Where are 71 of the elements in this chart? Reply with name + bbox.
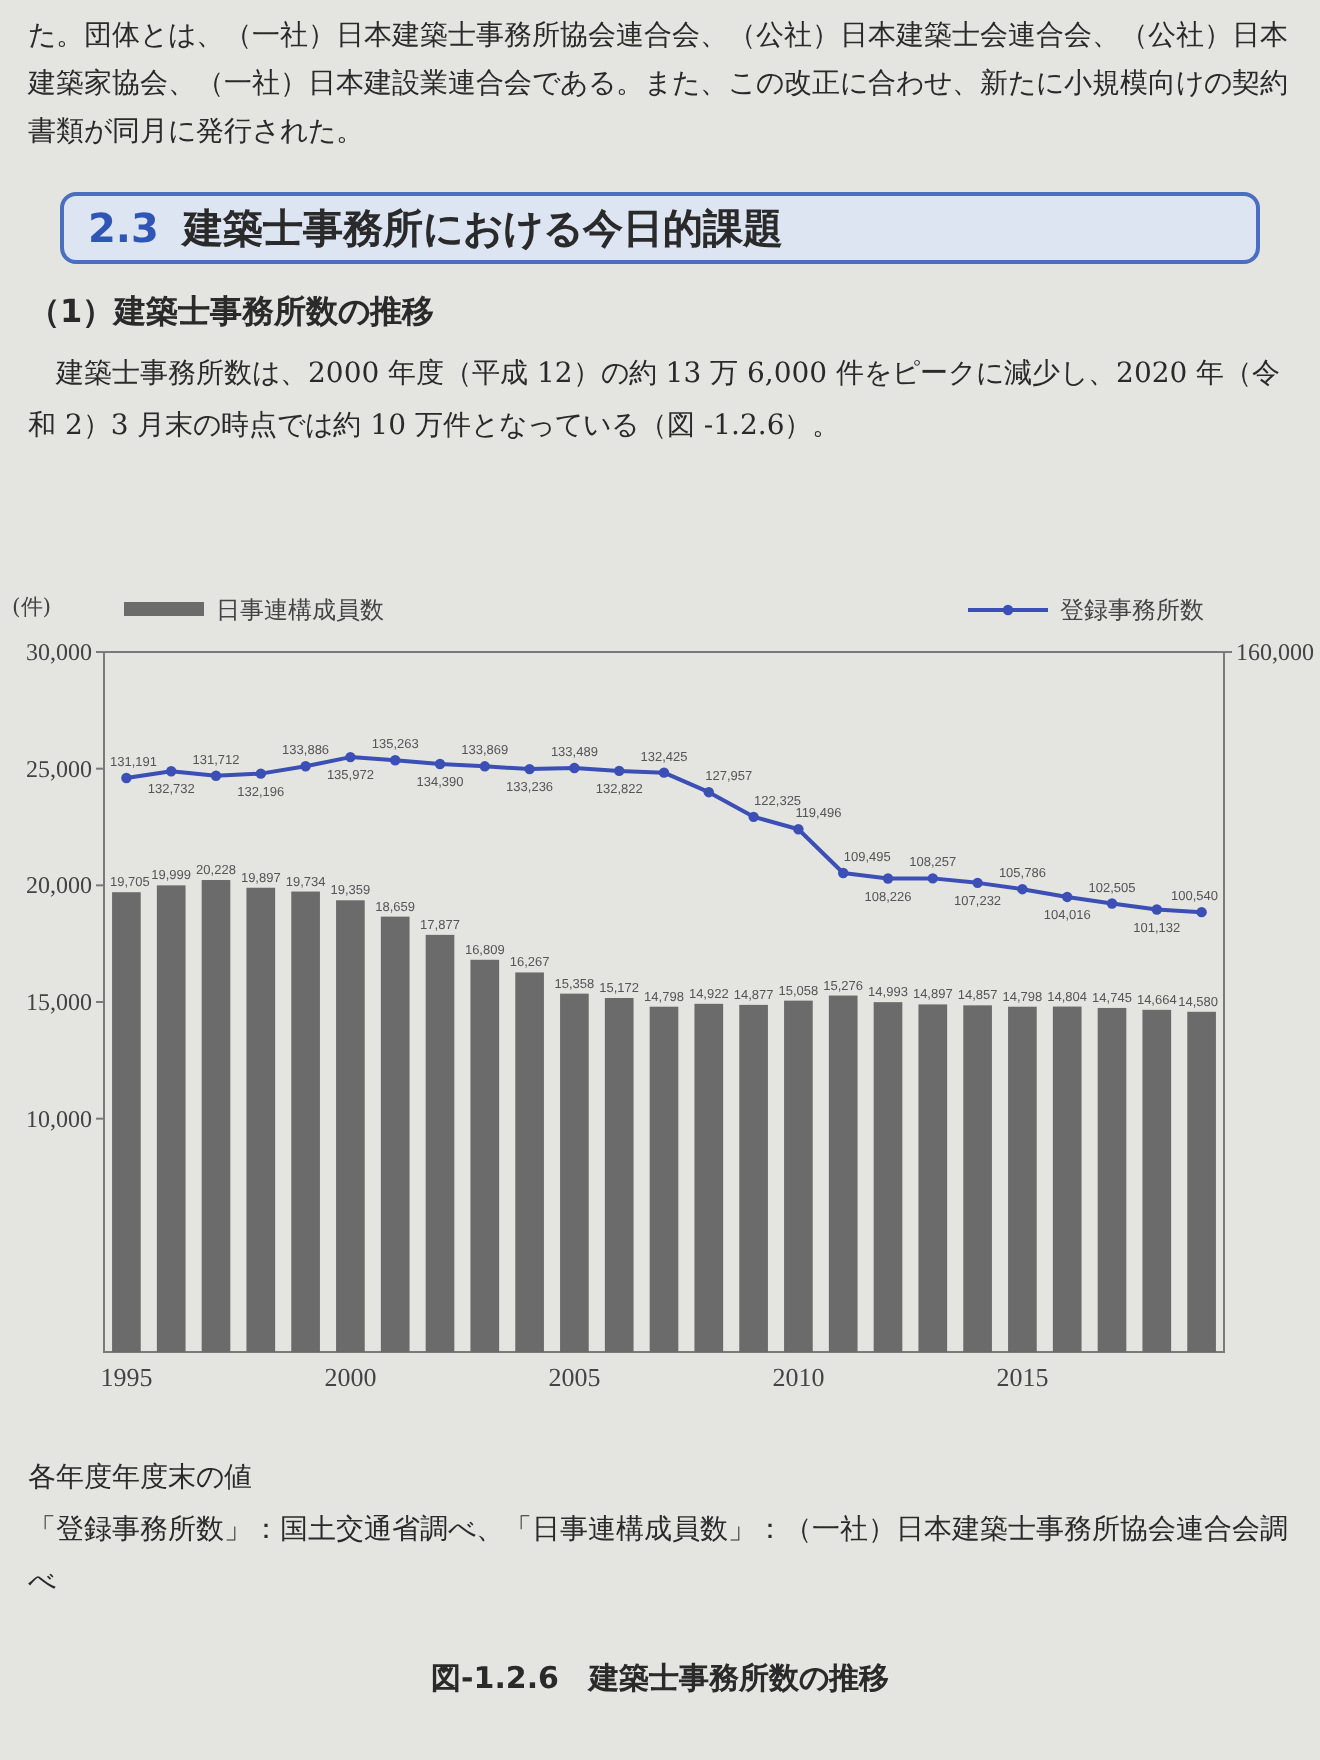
point — [793, 824, 804, 835]
bar — [201, 880, 231, 1352]
point — [972, 877, 983, 889]
point — [121, 772, 132, 784]
text: 「登録事務所数」：国土交通省調べ、「日事連構成員数」：（一社）日本建築士事務所協会連合会調べ — [28, 1512, 1290, 1602]
text: 各年度年度末の値 — [28, 1460, 254, 1498]
point — [1106, 898, 1118, 909]
point — [210, 770, 222, 781]
bar — [425, 934, 455, 1352]
bar — [291, 891, 320, 1352]
bar — [963, 1005, 992, 1352]
x-tick-label: 2005 — [548, 1362, 601, 1392]
y-tick-label: 15,000 — [26, 988, 92, 1016]
point — [345, 751, 356, 763]
bar — [918, 1004, 948, 1352]
point — [166, 766, 177, 777]
legend-label: 登録事務所数 — [1060, 596, 1204, 624]
point — [1151, 904, 1162, 915]
bar — [1187, 1011, 1216, 1352]
point — [479, 761, 490, 772]
bar — [560, 993, 589, 1352]
y2-tick-label: 160,000 — [1236, 638, 1314, 666]
x-tick-label: 1995 — [100, 1362, 153, 1392]
legend-label: 日事連構成員数 — [216, 596, 384, 624]
point — [748, 811, 759, 823]
point — [255, 768, 266, 779]
bar — [336, 900, 365, 1352]
point — [300, 761, 311, 772]
bar — [515, 972, 544, 1352]
text: 図-1.2.6 建築士事務所数の推移 — [429, 1660, 891, 1698]
point — [703, 786, 714, 798]
point — [390, 755, 401, 766]
text: 2.3 建築士事務所における今日的課題 — [60, 192, 1260, 264]
bar — [112, 892, 141, 1352]
bar — [156, 885, 186, 1352]
text: 建築士事務所数は、2000 年度（平成 12）の約 13 万 6,000 件をピークに減少し、2020 年（令和 2）3 月末の時点では約 10 万件となっている（図 -1.2.6）。 — [28, 356, 1283, 446]
point — [614, 765, 625, 777]
y-tick-label: 25,000 — [26, 754, 92, 783]
bar — [873, 1002, 903, 1352]
bar — [828, 995, 858, 1352]
bar — [694, 1003, 724, 1352]
y-tick-label: 20,000 — [26, 871, 92, 900]
text: た。団体とは、（一社）日本建築士事務所協会連合会、（公社）日本建築士会連合会、（公社）日本建築家協会、（一社）日本建設業連合会である。また、この改正に合わせ、新たに小規模向けの契約書類が同月に発行された。 — [28, 18, 1290, 152]
text: （1）建築士事務所数の推移 — [28, 292, 435, 334]
bar — [1142, 1009, 1172, 1352]
x-tick-label: 2000 — [324, 1362, 377, 1392]
point — [1062, 891, 1073, 903]
y-axis-title: (件) — [12, 594, 52, 620]
bar — [246, 887, 276, 1352]
bar — [470, 959, 500, 1352]
x-tick-label: 2015 — [996, 1362, 1049, 1392]
point — [434, 758, 446, 770]
point — [927, 873, 938, 884]
bar — [649, 1006, 679, 1352]
bar — [1052, 1006, 1082, 1352]
bar — [380, 916, 410, 1352]
bar — [1008, 1006, 1037, 1352]
bar — [784, 1000, 813, 1352]
bar — [739, 1004, 768, 1352]
point — [1196, 906, 1207, 918]
y-tick-label: 30,000 — [26, 638, 92, 666]
y-tick-label: 10,000 — [26, 1104, 92, 1133]
bar — [1097, 1007, 1127, 1352]
point — [658, 767, 670, 778]
point — [838, 867, 849, 879]
bar — [604, 997, 634, 1352]
point — [524, 763, 535, 775]
x-tick-label: 2010 — [772, 1362, 825, 1392]
point — [882, 873, 894, 884]
point — [569, 762, 580, 774]
point — [1017, 883, 1028, 895]
